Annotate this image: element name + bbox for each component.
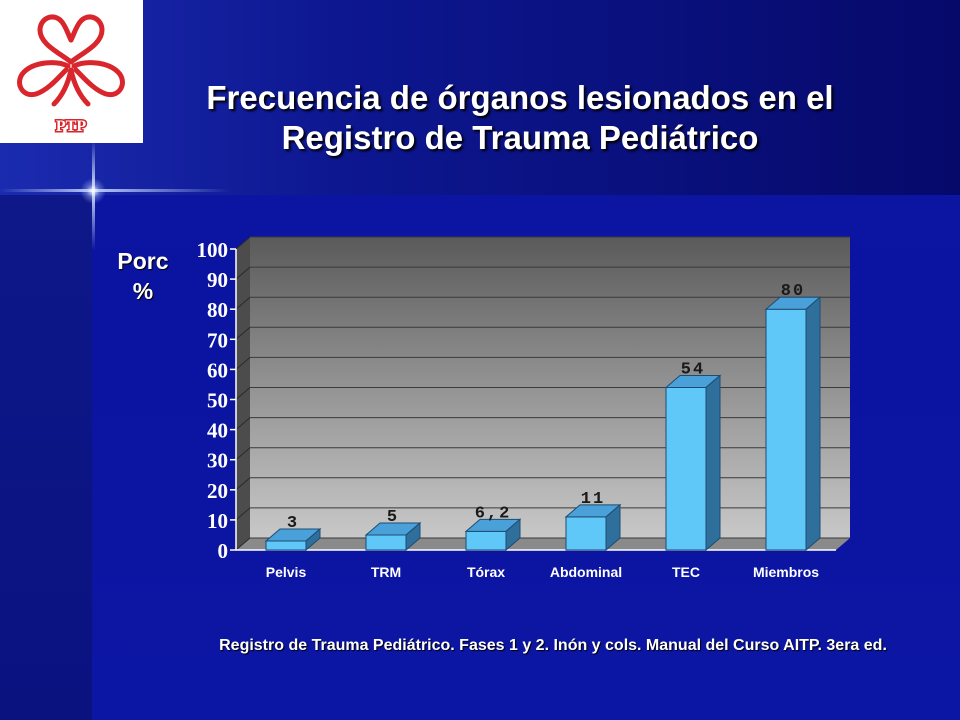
data-label-0: 3 [287,514,299,533]
x-tick-label-1: TRM [371,564,401,580]
gridline-side [235,417,251,430]
y-axis-label-line-1: Porc [117,248,169,274]
bar-side-3 [605,503,621,552]
source-footnote: Registro de Trauma Pediátrico. Fases 1 y… [219,637,887,654]
data-label-3: 11 [581,490,605,509]
data-label-4: 54 [681,360,705,379]
bar-5 [765,308,807,551]
gridline-side [235,447,251,461]
y-axis-label-line-2: % [132,278,154,304]
x-tick-label-3: Abdominal [550,564,622,580]
background-header-band [0,0,960,195]
x-tick-label-0: Pelvis [266,564,307,580]
bar-side-0 [305,527,321,552]
gridline-side [235,507,251,521]
y-tick-label: 100 [197,238,229,262]
bar-side-2 [505,518,521,552]
gridline-side [235,266,251,280]
bar-3 [565,516,607,551]
bar-side-1 [405,521,421,552]
y-tick-label: 10 [207,509,228,533]
y-tick-label: 20 [207,479,228,503]
chart-floor [236,538,850,550]
bar-4 [665,386,707,551]
bar-2 [465,530,507,551]
ptp-logo: PTP [0,0,143,143]
y-tick-label: 50 [207,389,228,413]
light-flare-center [80,178,106,204]
y-tick-label: 40 [207,419,228,443]
gridline-side [235,387,251,400]
gridline-side [235,477,251,491]
y-tick-label: 90 [207,268,228,292]
data-label-2: 6,2 [475,504,512,523]
y-tick-label: 60 [207,358,228,382]
gridline-side [235,296,251,310]
bar-1 [365,534,407,551]
data-label-1: 5 [387,508,399,527]
bar-side-5 [805,296,821,552]
x-tick-label-5: Miembros [753,564,819,580]
clover-heart-icon: PTP [17,14,125,137]
x-tick-label-4: TEC [672,564,700,580]
y-tick-label: 0 [218,539,229,563]
gridline-side [235,537,251,551]
y-tick-label: 70 [207,328,228,352]
bar-0 [265,540,307,551]
light-flare-horizontal [0,189,230,192]
x-tick-label-2: Tórax [467,564,505,580]
logo-text: PTP [56,118,86,135]
gridline-side [235,326,251,340]
slide-title: Frecuencia de órganos lesionados en el R… [206,79,834,156]
gridline-side [235,236,251,250]
bar-side-4 [705,374,721,552]
data-label-5: 80 [781,282,805,301]
y-tick-label: 80 [207,298,228,322]
gridline-side [235,357,251,370]
y-axis-label: Porc % [112,246,174,306]
y-tick-label: 30 [207,449,228,473]
